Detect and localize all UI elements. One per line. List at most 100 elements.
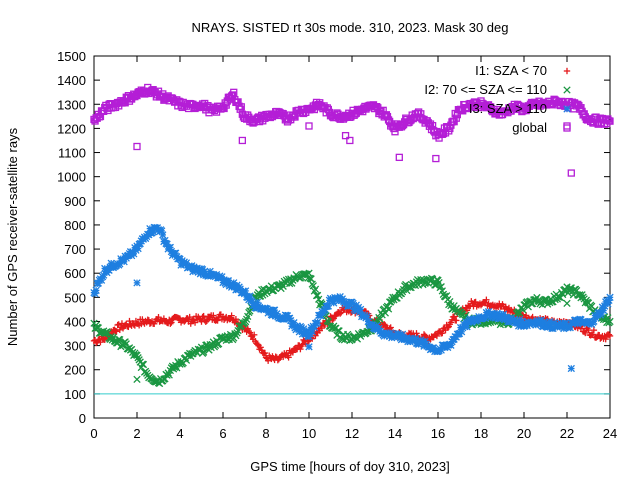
y-tick-label: 200: [64, 363, 86, 378]
data-point: [483, 296, 490, 303]
data-point: [222, 101, 230, 109]
y-tick-label: 100: [64, 387, 86, 402]
data-point: [570, 285, 579, 294]
legend-marker: [563, 124, 571, 132]
data-point: [554, 293, 563, 301]
data-point: [130, 351, 138, 360]
data-point: [431, 281, 439, 289]
x-tick-label: 22: [560, 426, 574, 441]
data-point: [97, 338, 104, 346]
data-point: [433, 332, 441, 340]
data-point: [573, 286, 581, 295]
data-point: [582, 329, 589, 337]
y-tick-label: 700: [64, 242, 86, 257]
legend-label: I1: SZA < 70: [475, 63, 547, 78]
data-point: [139, 360, 148, 369]
outlier-point: [238, 136, 247, 145]
data-point: [604, 115, 612, 123]
data-point: [199, 348, 208, 356]
outlier-point: [563, 122, 571, 130]
series-1: [90, 269, 614, 388]
x-tick-label: 14: [388, 426, 402, 441]
outlier-point: [133, 375, 141, 384]
data-point: [200, 312, 207, 320]
data-point: [606, 293, 614, 301]
x-tick-label: 24: [603, 426, 617, 441]
data-point: [444, 324, 451, 331]
data-point: [257, 344, 264, 351]
data-point: [606, 317, 614, 326]
data-point: [215, 340, 223, 348]
y-tick-label: 1100: [58, 146, 86, 161]
data-point: [233, 329, 241, 337]
x-tick-label: 6: [219, 426, 226, 441]
data-point: [232, 315, 240, 323]
outlier-point: [563, 299, 571, 308]
data-point: [134, 354, 142, 362]
data-point: [463, 307, 471, 314]
data-point: [356, 305, 365, 314]
data-point: [437, 283, 445, 291]
data-point: [254, 341, 261, 348]
data-point: [439, 329, 446, 337]
data-point: [312, 291, 321, 300]
data-point: [585, 326, 592, 334]
data-point: [297, 345, 304, 353]
outlier-point: [341, 131, 350, 140]
data-point: [237, 103, 245, 111]
data-point: [311, 285, 320, 293]
y-tick-label: 1300: [57, 97, 86, 112]
data-point: [434, 276, 442, 284]
data-point: [92, 286, 100, 295]
legend-label: I3: SZA > 110: [469, 101, 547, 116]
x-axis-label: GPS time [hours of doy 310, 2023]: [250, 459, 449, 474]
data-point: [453, 317, 460, 324]
data-point: [313, 318, 322, 326]
x-tick-label: 4: [176, 426, 183, 441]
data-point: [381, 321, 388, 328]
data-point: [230, 88, 238, 96]
data-point: [323, 104, 331, 112]
data-point: [155, 313, 162, 321]
data-point: [130, 321, 137, 328]
x-tick-label: 8: [262, 426, 269, 441]
x-tick-label: 2: [133, 426, 140, 441]
x-tick-label: 16: [431, 426, 445, 441]
data-point: [334, 327, 342, 335]
outlier-point: [133, 142, 141, 151]
legend-marker: [563, 67, 571, 75]
outlier-point: [133, 279, 141, 287]
data-point: [166, 243, 174, 252]
series-3: [90, 83, 614, 142]
y-tick-label: 1200: [57, 121, 86, 136]
data-point: [300, 336, 307, 344]
legend-marker: [563, 86, 571, 94]
data-point: [413, 330, 420, 337]
data-point: [606, 332, 614, 340]
data-point: [116, 336, 124, 344]
y-tick-label: 300: [64, 339, 86, 354]
outlier-point: [305, 343, 313, 351]
y-tick-label: 1000: [57, 170, 86, 185]
outlier-point: [346, 136, 354, 145]
data-point: [315, 295, 323, 303]
data-point: [186, 313, 193, 321]
data-point: [384, 305, 393, 313]
data-point: [203, 317, 211, 324]
data-point: [376, 315, 384, 323]
x-tick-label: 0: [90, 426, 97, 441]
data-point: [261, 349, 269, 357]
data-point: [163, 371, 171, 379]
data-point: [324, 318, 333, 326]
series-2: [90, 223, 614, 356]
outlier-point: [395, 153, 403, 162]
y-tick-label: 500: [64, 290, 86, 305]
data-point: [256, 292, 265, 300]
data-point: [304, 338, 312, 345]
data-point: [529, 313, 536, 321]
y-tick-label: 900: [64, 194, 86, 209]
legend-marker: [563, 105, 571, 113]
data-point: [199, 313, 206, 321]
data-point: [398, 288, 407, 296]
